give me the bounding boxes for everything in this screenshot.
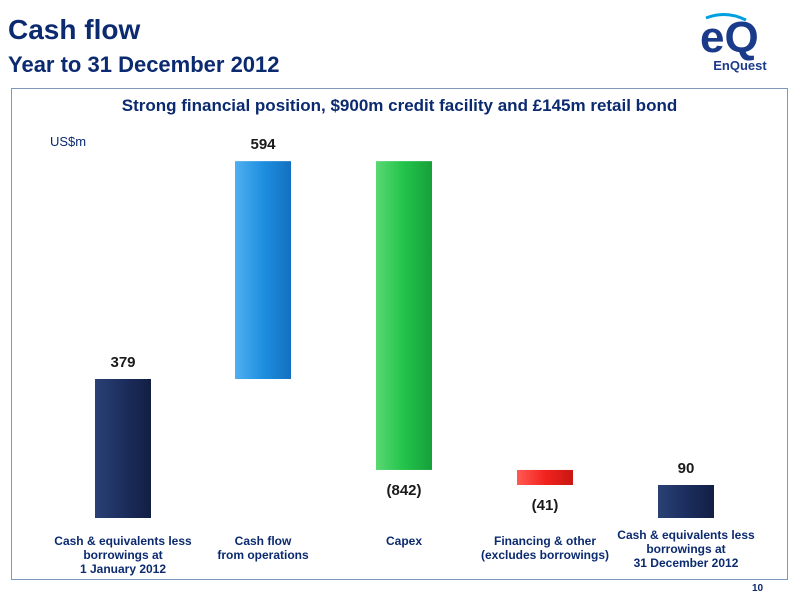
page-subtitle: Year to 31 December 2012 (8, 52, 280, 77)
value-label-4: (41) (532, 497, 559, 514)
category-label-4: Financing & other (excludes borrowings) (480, 534, 610, 562)
enquest-logo-icon: eQ EnQuest (700, 13, 767, 73)
page-title: Cash flow (8, 14, 141, 45)
enquest-logo: eQ EnQuest (692, 8, 788, 74)
logo-name: EnQuest (713, 58, 767, 73)
category-label-2: Cash flow from operations (217, 534, 309, 562)
bar-1 (95, 379, 151, 518)
bar-4 (517, 469, 573, 485)
value-label-2: 594 (250, 136, 276, 153)
page-number: 10 (752, 583, 764, 594)
chart-frame (11, 88, 788, 580)
category-label-5: Cash & equivalents less borrowings at 31… (617, 528, 755, 570)
logo-swoosh (705, 13, 747, 22)
bar-3 (376, 161, 432, 470)
unit-label: US$m (50, 134, 87, 149)
bar-5 (658, 484, 714, 518)
logo-mark: eQ (700, 13, 759, 62)
bar-2 (235, 161, 291, 379)
category-label-1: Cash & equivalents less borrowings at 1 … (54, 534, 192, 576)
value-label-1: 379 (110, 354, 135, 371)
value-label-5: 90 (678, 460, 695, 477)
value-label-3: (842) (386, 482, 421, 499)
chart-title: Strong financial position, $900m credit … (121, 96, 678, 115)
category-label-3: Capex (385, 534, 423, 548)
